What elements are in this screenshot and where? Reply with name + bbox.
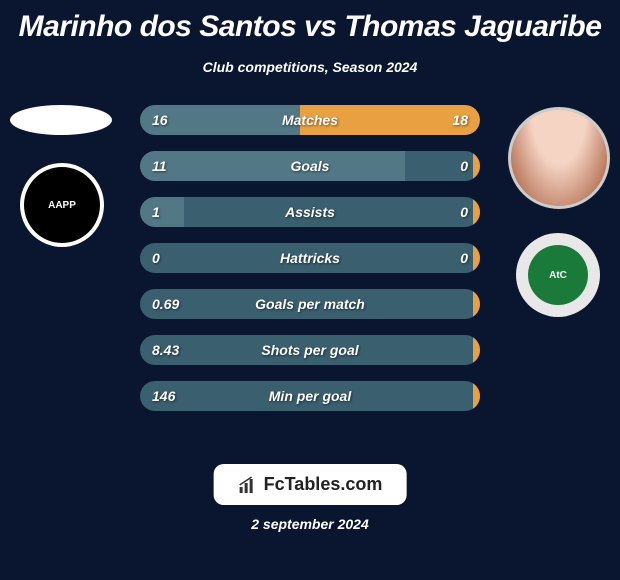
stat-bar-right (473, 151, 480, 181)
stat-bar-right (473, 197, 480, 227)
stat-value-left: 16 (152, 112, 168, 128)
stat-value-left: 146 (152, 388, 175, 404)
stat-value-left: 8.43 (152, 342, 179, 358)
player-avatar-left (10, 105, 112, 135)
club-right-label: AtC (528, 245, 588, 305)
stat-row: 1 Assists 0 (140, 197, 480, 227)
stat-bar-right (473, 335, 480, 365)
stat-value-right: 18 (452, 112, 468, 128)
stat-value-left: 0 (152, 250, 160, 266)
stat-label: Goals per match (255, 296, 365, 312)
chart-icon (238, 475, 258, 495)
stat-row: 8.43 Shots per goal (140, 335, 480, 365)
stat-value-right: 0 (460, 158, 468, 174)
stat-label: Shots per goal (261, 342, 358, 358)
comparison-content: AAPP AtC 16 Matches 18 11 Goals 0 1 Assists 0 0 Ha… (0, 105, 620, 435)
stat-row: 11 Goals 0 (140, 151, 480, 181)
club-badge-left: AAPP (20, 163, 104, 247)
stat-value-right: 0 (460, 250, 468, 266)
stat-label: Hattricks (280, 250, 340, 266)
stat-label: Assists (285, 204, 335, 220)
stat-value-left: 11 (152, 158, 167, 174)
stat-value-right: 0 (460, 204, 468, 220)
stat-row: 0 Hattricks 0 (140, 243, 480, 273)
stat-bar-left (140, 151, 405, 181)
date-label: 2 september 2024 (251, 516, 369, 532)
stat-bar-left (140, 197, 184, 227)
brand-logo-box: FcTables.com (214, 464, 407, 505)
stat-bar-right (473, 243, 480, 273)
stat-value-left: 1 (152, 204, 160, 220)
stat-label: Min per goal (269, 388, 351, 404)
stat-value-left: 0.69 (152, 296, 179, 312)
stat-bar-right (473, 289, 480, 319)
stat-row: 16 Matches 18 (140, 105, 480, 135)
stat-label: Matches (282, 112, 338, 128)
brand-text: FcTables.com (264, 474, 383, 495)
club-left-label: AAPP (24, 167, 100, 243)
player-avatar-right (508, 107, 610, 209)
club-badge-right: AtC (516, 233, 600, 317)
stat-rows: 16Matches1811Goals01Assists00Hattricks00… (140, 105, 480, 427)
stat-bar-right (473, 381, 480, 411)
page-title: Marinho dos Santos vs Thomas Jaguaribe (0, 0, 620, 44)
subtitle: Club competitions, Season 2024 (0, 59, 620, 75)
stat-label: Goals (291, 158, 330, 174)
stat-row: 0.69 Goals per match (140, 289, 480, 319)
stat-row: 146 Min per goal (140, 381, 480, 411)
